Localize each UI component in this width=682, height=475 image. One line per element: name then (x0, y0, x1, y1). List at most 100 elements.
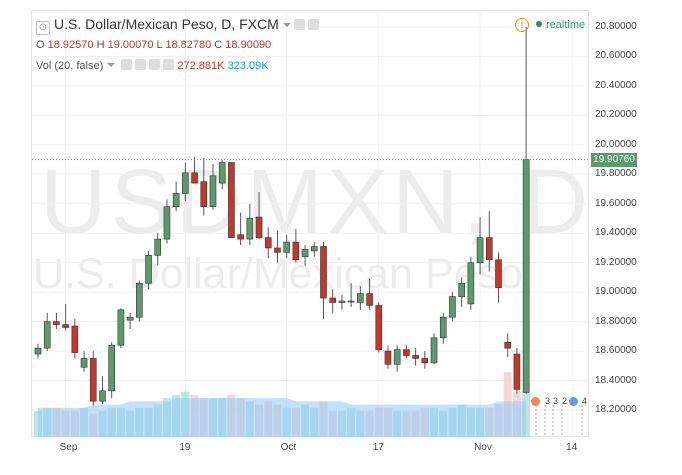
candle-down (403, 349, 410, 356)
candle-up (108, 344, 115, 392)
candle-up (449, 296, 456, 318)
current-price-label: 19.90760 (591, 152, 637, 167)
chevron-down-icon[interactable] (282, 23, 291, 27)
price-tick-label: 20.60000 (595, 50, 637, 62)
price-tick-label: 20.80000 (595, 21, 637, 32)
candle-down (513, 353, 521, 390)
alert-icon[interactable]: ! (515, 18, 529, 32)
candle-down (191, 172, 198, 184)
candle-up (347, 300, 355, 303)
high-value: 19.00070 (107, 39, 154, 51)
candle-up (80, 358, 88, 368)
volume-readout[interactable]: Vol (20, false) 272.881K 323.09K (36, 59, 269, 72)
dividend-flag-icon[interactable] (569, 397, 578, 406)
candle-up (310, 246, 318, 252)
candle-down (485, 237, 493, 261)
time-tick-label: Oct (280, 442, 297, 453)
candle-down (62, 324, 69, 328)
event-count[interactable]: 4 (582, 396, 588, 406)
time-tick-label: Sep (59, 442, 78, 453)
open-label: O (36, 39, 45, 51)
event-count[interactable]: 2 (562, 396, 568, 406)
realtime-indicator: realtime (530, 19, 585, 31)
ohlc-readout: O 18.92570 H 19.00070 L 18.82780 C 18.90… (36, 39, 271, 51)
symbol-search-icon[interactable]: ⊙ (36, 21, 50, 35)
candle-up (154, 238, 162, 256)
event-count[interactable]: 3 (553, 396, 559, 406)
candle-up (476, 237, 484, 263)
candle-up (218, 162, 226, 184)
time-tick-label: 17 (372, 442, 384, 453)
close-value: 18.90090 (225, 39, 272, 51)
candle-down (320, 246, 327, 299)
candle-down (237, 234, 244, 240)
candle-up (163, 206, 171, 240)
candle-down (329, 297, 337, 303)
candle-down (504, 341, 512, 349)
price-tick-label: 19.20000 (595, 256, 637, 268)
time-tick-label: Nov (474, 442, 492, 453)
realtime-label: realtime (546, 19, 586, 31)
price-tick-label: 18.20000 (595, 404, 637, 415)
candle-down (421, 358, 429, 364)
settings-icon[interactable] (293, 19, 305, 30)
candle-up (439, 316, 447, 339)
candle-down (53, 321, 60, 325)
plus-icon[interactable] (149, 59, 161, 70)
time-tick-label: 19 (179, 442, 191, 453)
price-tick-label: 20.40000 (595, 79, 637, 91)
candle-up (43, 321, 51, 349)
economic-event-icon[interactable] (531, 397, 540, 406)
close-icon[interactable] (163, 59, 175, 70)
candle-up (246, 218, 254, 240)
candle-down (89, 358, 97, 402)
low-value: 18.82780 (165, 39, 212, 51)
symbol-title: U.S. Dollar/Mexican Peso, D, FXCM (54, 16, 279, 32)
price-tick-label: 19.40000 (595, 227, 637, 239)
candle-up (430, 337, 438, 364)
time-tick-label: 14 (566, 442, 578, 453)
candle-up (172, 193, 180, 208)
candle-down (366, 293, 373, 306)
gear-icon[interactable] (135, 59, 147, 70)
candle-down (71, 325, 79, 353)
candle-down (375, 305, 383, 350)
volume-value: 272.881K (177, 60, 225, 72)
price-tick-label: 19.80000 (595, 168, 637, 180)
candle-down (228, 162, 235, 238)
candle-up (145, 255, 152, 284)
candle-up (458, 283, 465, 297)
candle-up (99, 390, 106, 402)
candle-down (495, 259, 502, 289)
candle-down (412, 355, 419, 359)
volume-label: Vol (20, false) (36, 60, 104, 72)
eye-icon[interactable] (121, 59, 133, 70)
candle-down (255, 216, 263, 238)
candle-down (200, 181, 208, 208)
candle-up (136, 283, 143, 318)
price-tick-label: 20.20000 (595, 109, 637, 121)
event-count[interactable]: 3 (545, 396, 551, 406)
price-tick-label: 20.00000 (595, 138, 637, 150)
candle-down (292, 241, 300, 261)
candle-up (182, 172, 189, 194)
candle-down (274, 247, 281, 253)
chevron-down-icon[interactable] (107, 63, 116, 67)
candle-up (34, 347, 42, 355)
candle-up (393, 349, 401, 365)
volume-ma-area (38, 398, 527, 437)
candle-up (522, 159, 530, 393)
candle-up (209, 175, 217, 208)
more-icon[interactable] (307, 19, 319, 30)
symbol-header[interactable]: ⊙ U.S. Dollar/Mexican Peso, D, FXCM (36, 16, 319, 35)
candle-up (283, 241, 290, 253)
candle-up (338, 300, 346, 303)
volume-ma-value: 323.09K (227, 60, 269, 72)
price-tick-label: 19.00000 (595, 286, 637, 298)
candle-up (126, 316, 134, 321)
watermark-symbol: USDMXN, D (40, 151, 593, 253)
price-tick-label: 18.60000 (595, 345, 637, 357)
candle-up (467, 262, 475, 305)
price-tick-label: 18.40000 (595, 374, 637, 386)
